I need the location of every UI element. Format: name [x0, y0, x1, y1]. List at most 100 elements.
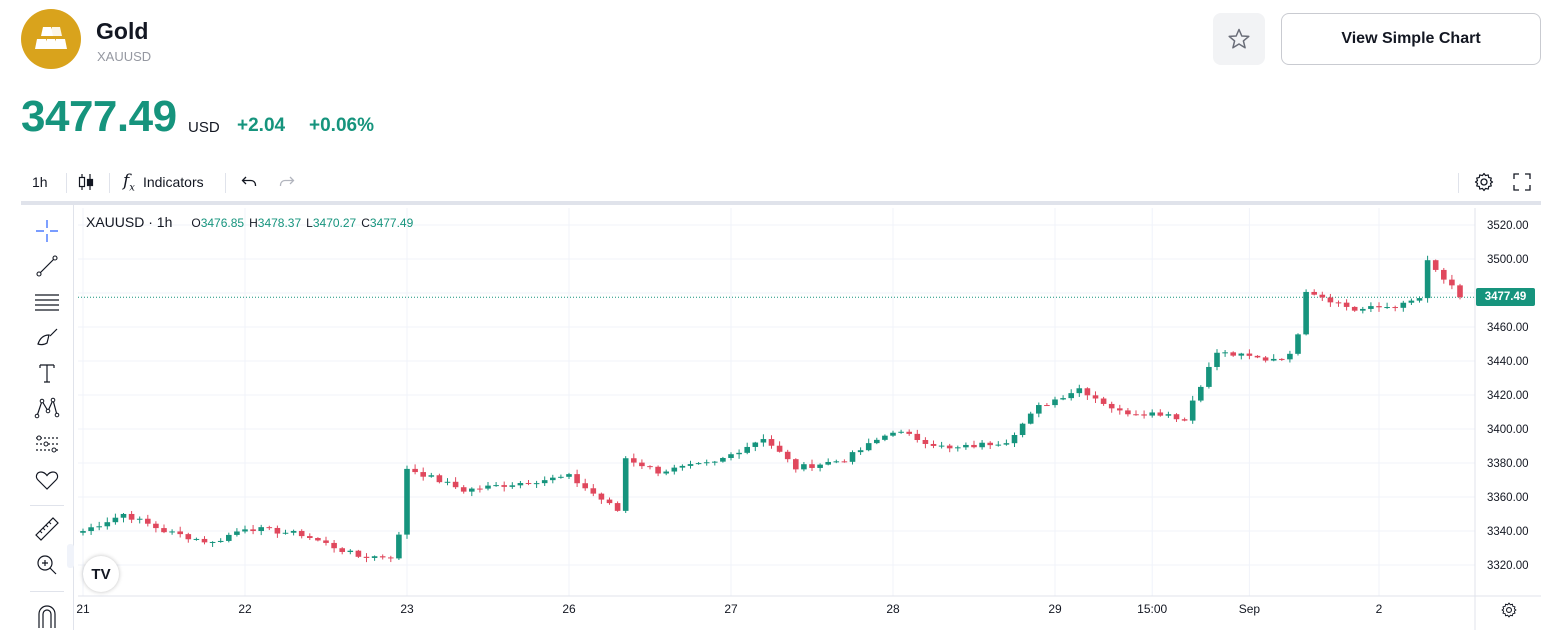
- text-icon: [39, 364, 55, 383]
- candle: [566, 474, 572, 477]
- candle: [274, 527, 281, 534]
- candle: [1198, 386, 1204, 401]
- candle: [80, 531, 86, 533]
- magnet-tool[interactable]: [32, 600, 62, 630]
- candle: [1254, 355, 1261, 358]
- candle: [379, 556, 386, 558]
- candle: [1408, 300, 1415, 303]
- candle: [946, 445, 953, 449]
- candle: [1003, 443, 1010, 445]
- y-tick-label: 3420.00: [1487, 390, 1529, 402]
- candle: [720, 457, 726, 462]
- candle: [1133, 414, 1139, 416]
- candle: [153, 523, 159, 529]
- candle: [857, 450, 864, 453]
- star-icon: [1228, 28, 1250, 49]
- y-tick-label: 3440.00: [1487, 356, 1529, 368]
- prediction-tool[interactable]: [32, 429, 62, 459]
- candle: [639, 462, 645, 467]
- y-tick-label: 3320.00: [1487, 560, 1529, 572]
- text-tool[interactable]: [32, 358, 62, 388]
- candle: [1392, 307, 1398, 309]
- undo-button[interactable]: [240, 164, 258, 200]
- favorite-button[interactable]: [1213, 13, 1265, 65]
- candle: [1335, 302, 1342, 304]
- trend-line-tool[interactable]: [32, 251, 62, 281]
- candle: [355, 550, 362, 557]
- indicators-label: Indicators: [142, 174, 204, 190]
- settings-button[interactable]: [1473, 164, 1495, 200]
- heart-icon: [35, 471, 59, 490]
- favorites-tool[interactable]: [32, 465, 62, 495]
- last-price: 3477.49: [21, 92, 177, 141]
- zoom-tool[interactable]: [32, 550, 62, 580]
- candle: [388, 557, 394, 559]
- candle: [120, 513, 127, 518]
- candle: [307, 536, 313, 538]
- candle: [1457, 285, 1463, 298]
- candle: [574, 474, 580, 484]
- instrument-symbol: XAUUSD: [97, 49, 152, 64]
- candle: [517, 483, 524, 486]
- candle: [744, 446, 750, 453]
- candle: [1149, 412, 1155, 416]
- candle: [493, 485, 499, 487]
- candle: [938, 445, 945, 447]
- brush-tool[interactable]: [32, 322, 62, 352]
- price-currency: USD: [188, 119, 220, 136]
- collapse-toolbar-handle[interactable]: [67, 544, 74, 568]
- candle: [1068, 393, 1074, 399]
- legend-symbol-interval: XAUUSD · 1h: [86, 214, 173, 230]
- candle: [250, 529, 256, 532]
- candle: [1287, 353, 1293, 360]
- candle: [112, 517, 119, 523]
- x-tick-label: Sep: [1239, 602, 1261, 616]
- view-simple-chart-button[interactable]: View Simple Chart: [1281, 13, 1541, 65]
- candle: [736, 452, 742, 455]
- legend-low: 3470.27: [312, 216, 357, 230]
- y-tick-label: 3400.00: [1487, 424, 1529, 436]
- candle: [614, 503, 621, 511]
- price-change-percent: +0.06%: [309, 115, 374, 136]
- indicators-button[interactable]: fx Indicators: [123, 164, 204, 200]
- candle: [209, 541, 216, 543]
- interval-button[interactable]: 1h: [32, 174, 48, 190]
- y-tick-label: 3380.00: [1487, 458, 1529, 470]
- x-tick-label: 2: [1376, 602, 1383, 616]
- trend-line-icon: [36, 255, 58, 277]
- tradingview-logo[interactable]: TV: [83, 556, 119, 592]
- candle: [914, 433, 921, 440]
- candle: [1206, 366, 1212, 387]
- crosshair-tool[interactable]: [32, 216, 62, 246]
- pattern-tool[interactable]: [32, 393, 62, 423]
- fullscreen-button[interactable]: [1512, 164, 1532, 200]
- candle: [631, 458, 637, 463]
- candle: [1214, 352, 1220, 367]
- candle: [477, 488, 483, 490]
- candle: [590, 488, 597, 494]
- instrument-title: Gold: [96, 18, 149, 44]
- candle: [1189, 400, 1196, 421]
- ruler-tool[interactable]: [32, 514, 62, 544]
- x-tick-label: 22: [238, 602, 252, 616]
- y-tick-label: 3340.00: [1487, 526, 1529, 538]
- candle: [420, 472, 426, 477]
- axis-settings-button[interactable]: [1498, 599, 1520, 621]
- candle: [315, 537, 321, 541]
- chart-type-button[interactable]: [77, 164, 95, 200]
- candle: [963, 444, 969, 448]
- candle: [1311, 291, 1317, 295]
- candle: [712, 461, 718, 463]
- candle: [898, 431, 904, 433]
- redo-button[interactable]: [278, 164, 296, 200]
- candle: [922, 439, 929, 444]
- gold-logo: [21, 9, 81, 69]
- crosshair-icon: [36, 220, 58, 242]
- candle: [136, 518, 143, 520]
- candle: [752, 442, 759, 447]
- candle: [469, 488, 475, 492]
- candle: [298, 530, 305, 537]
- fib-tool[interactable]: [32, 287, 62, 317]
- candle: [161, 528, 167, 533]
